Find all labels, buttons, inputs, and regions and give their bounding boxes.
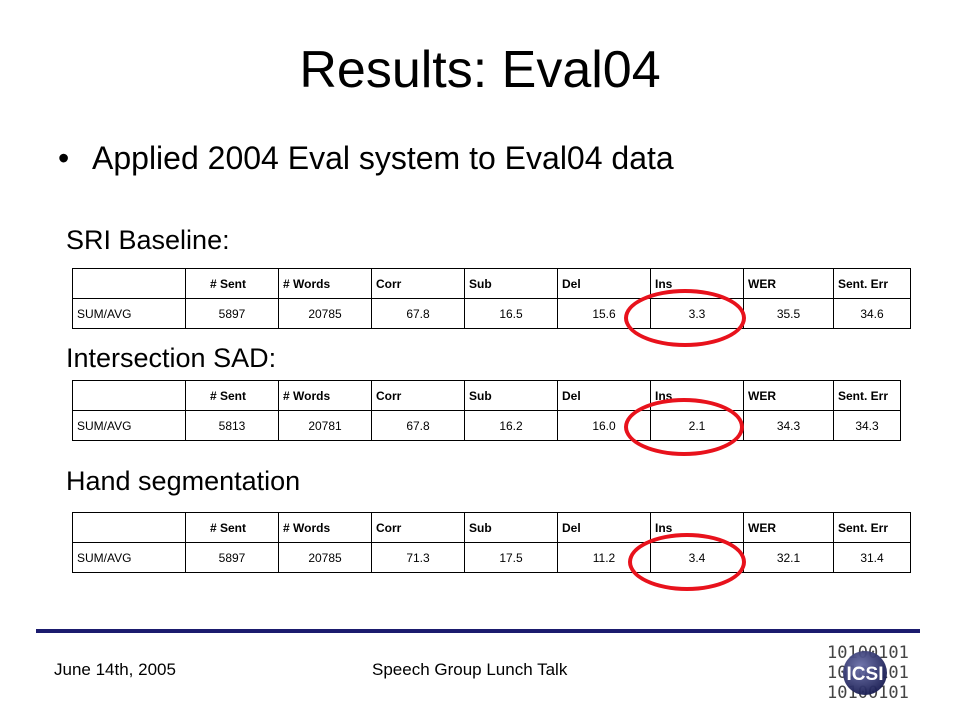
- bullet-text: Applied 2004 Eval system to Eval04 data: [92, 140, 674, 176]
- header-cell: [72, 268, 186, 299]
- ins-highlight-circle: [628, 533, 746, 591]
- footer-date: June 14th, 2005: [54, 660, 176, 679]
- header-cell: [72, 512, 186, 543]
- header-cell: # Words: [278, 512, 372, 543]
- baseline-table: # Sent # Words Corr Sub Del Ins WER Sent…: [72, 268, 911, 329]
- cell-words: 20781: [278, 410, 372, 441]
- cell-sub: 16.5: [464, 298, 558, 329]
- header-cell: Sent. Err: [833, 380, 901, 411]
- header-cell: # Words: [278, 268, 372, 299]
- header-cell: WER: [743, 380, 834, 411]
- table-header-row: # Sent # Words Corr Sub Del Ins WER Sent…: [72, 512, 911, 543]
- header-cell: Del: [557, 268, 651, 299]
- cell-wer: 34.3: [743, 410, 834, 441]
- cell-corr: 67.8: [371, 410, 465, 441]
- cell-sub: 17.5: [464, 542, 558, 573]
- header-cell: # Sent: [185, 268, 279, 299]
- cell-sent: 5813: [185, 410, 279, 441]
- cell-sent-err: 31.4: [833, 542, 911, 573]
- cell-sent-err: 34.3: [833, 410, 901, 441]
- cell-sub: 16.2: [464, 410, 558, 441]
- cell-sent: 5897: [185, 542, 279, 573]
- header-cell: Corr: [371, 512, 465, 543]
- header-cell: Corr: [371, 268, 465, 299]
- header-cell: Sub: [464, 380, 558, 411]
- table-row: SUM/AVG 5813 20781 67.8 16.2 16.0 2.1 34…: [72, 410, 901, 441]
- header-cell: Del: [557, 380, 651, 411]
- header-cell: Sub: [464, 512, 558, 543]
- icsi-logo-icon: 10100101 10100101 10100101 ICSI: [827, 643, 909, 703]
- header-cell: Del: [557, 512, 651, 543]
- sad-table: # Sent # Words Corr Sub Del Ins WER Sent…: [72, 380, 901, 441]
- footer-talk-title: Speech Group Lunch Talk: [372, 660, 568, 679]
- section-label-hand: Hand segmentation: [66, 466, 301, 496]
- bullet-item: • Applied 2004 Eval system to Eval04 data: [58, 134, 674, 182]
- section-label-baseline: SRI Baseline:: [66, 225, 230, 255]
- header-cell: # Words: [278, 380, 372, 411]
- header-cell: Sub: [464, 268, 558, 299]
- header-cell: [72, 380, 186, 411]
- row-label: SUM/AVG: [72, 410, 186, 441]
- cell-sent: 5897: [185, 298, 279, 329]
- header-cell: Corr: [371, 380, 465, 411]
- section-label-sad: Intersection SAD:: [66, 343, 277, 373]
- header-cell: WER: [743, 512, 834, 543]
- cell-wer: 32.1: [743, 542, 834, 573]
- cell-wer: 35.5: [743, 298, 834, 329]
- row-label: SUM/AVG: [72, 542, 186, 573]
- bullet-dot-icon: •: [58, 140, 70, 176]
- table-header-row: # Sent # Words Corr Sub Del Ins WER Sent…: [72, 268, 911, 299]
- ins-highlight-circle: [624, 289, 746, 347]
- cell-corr: 67.8: [371, 298, 465, 329]
- row-label: SUM/AVG: [72, 298, 186, 329]
- cell-words: 20785: [278, 542, 372, 573]
- table-header-row: # Sent # Words Corr Sub Del Ins WER Sent…: [72, 380, 901, 411]
- ins-highlight-circle: [624, 398, 744, 456]
- header-cell: Sent. Err: [833, 512, 911, 543]
- hand-table: # Sent # Words Corr Sub Del Ins WER Sent…: [72, 512, 911, 573]
- header-cell: # Sent: [185, 512, 279, 543]
- slide-title: Results: Eval04: [299, 41, 661, 99]
- header-cell: # Sent: [185, 380, 279, 411]
- cell-words: 20785: [278, 298, 372, 329]
- logo-text: ICSI: [847, 664, 884, 685]
- cell-corr: 71.3: [371, 542, 465, 573]
- header-cell: WER: [743, 268, 834, 299]
- header-cell: Sent. Err: [833, 268, 911, 299]
- table-row: SUM/AVG 5897 20785 71.3 17.5 11.2 3.4 32…: [72, 542, 911, 573]
- footer-rule: [36, 629, 920, 633]
- cell-sent-err: 34.6: [833, 298, 911, 329]
- table-row: SUM/AVG 5897 20785 67.8 16.5 15.6 3.3 35…: [72, 298, 911, 329]
